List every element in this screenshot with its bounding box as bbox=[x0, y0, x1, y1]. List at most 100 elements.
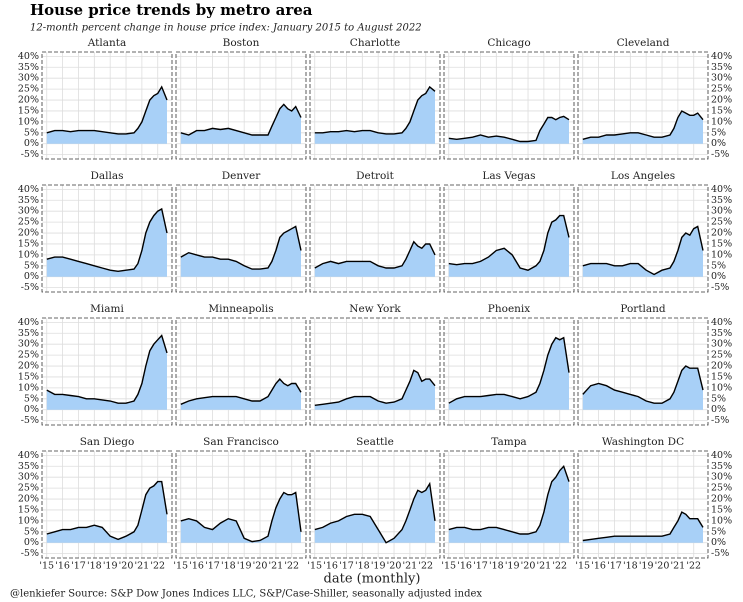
area bbox=[180, 379, 301, 410]
panel-border bbox=[443, 317, 575, 426]
y-tick-label: 20% bbox=[711, 361, 732, 372]
y-tick-label: 0% bbox=[711, 537, 726, 548]
x-tick-label: '21 bbox=[403, 561, 418, 572]
chart-subtitle: 12-month percent change in house price i… bbox=[30, 23, 422, 34]
y-tick-label: -5% bbox=[711, 282, 729, 293]
panel-title: Tampa bbox=[491, 436, 526, 448]
area bbox=[314, 86, 435, 144]
x-tick-label: '17 bbox=[473, 561, 488, 572]
y-tick-label: 5% bbox=[711, 127, 726, 138]
panel-border bbox=[577, 450, 709, 559]
x-tick-label: '19 bbox=[505, 561, 520, 572]
x-tick-label: '21 bbox=[135, 561, 150, 572]
x-tick-label: '15 bbox=[173, 561, 188, 572]
panel-title: Portland bbox=[620, 303, 666, 315]
area bbox=[582, 111, 703, 144]
x-tick-label: '20 bbox=[387, 561, 402, 572]
y-tick-label: 0% bbox=[711, 138, 726, 149]
y-tick-label: 15% bbox=[18, 504, 39, 515]
y-tick-label: 20% bbox=[18, 494, 39, 505]
panel-border bbox=[41, 450, 173, 559]
x-tick-label: '17 bbox=[607, 561, 622, 572]
line bbox=[448, 115, 570, 143]
y-tick-label: 15% bbox=[18, 371, 39, 382]
line bbox=[448, 214, 570, 271]
y-tick-label: 10% bbox=[18, 116, 39, 127]
line bbox=[180, 491, 302, 543]
panel-border bbox=[175, 450, 307, 559]
y-tick-label: 15% bbox=[711, 105, 732, 116]
y-tick-label: 5% bbox=[24, 526, 39, 537]
panel-title: Minneapolis bbox=[208, 303, 273, 315]
line bbox=[582, 225, 704, 276]
line bbox=[46, 480, 168, 541]
panel-title: Chicago bbox=[487, 37, 530, 49]
panel-title: Charlotte bbox=[350, 37, 400, 49]
y-tick-label: -5% bbox=[711, 548, 729, 559]
x-tick-label: '21 bbox=[671, 561, 686, 572]
y-tick-label: -5% bbox=[21, 149, 39, 160]
y-tick-label: 40% bbox=[711, 450, 732, 461]
x-tick-label: '19 bbox=[237, 561, 252, 572]
panel-border bbox=[309, 317, 441, 426]
x-tick-label: '16 bbox=[457, 561, 472, 572]
y-tick-label: 40% bbox=[711, 51, 732, 62]
area bbox=[448, 337, 569, 410]
area bbox=[46, 209, 167, 277]
y-tick-label: 40% bbox=[18, 51, 39, 62]
x-tick-label: '17 bbox=[205, 561, 220, 572]
panel-title: Detroit bbox=[356, 170, 395, 182]
x-tick-label: '22 bbox=[552, 561, 567, 572]
x-tick-label: '22 bbox=[150, 561, 165, 572]
x-tick-label: '19 bbox=[103, 561, 118, 572]
y-tick-label: 40% bbox=[711, 317, 732, 328]
y-tick-label: 30% bbox=[18, 73, 39, 84]
y-tick-label: 10% bbox=[18, 382, 39, 393]
x-tick-label: '22 bbox=[418, 561, 433, 572]
x-tick-label: '22 bbox=[686, 561, 701, 572]
y-tick-label: 0% bbox=[711, 271, 726, 282]
x-tick-label: '22 bbox=[284, 561, 299, 572]
panel-border bbox=[41, 51, 173, 160]
panel-border bbox=[577, 51, 709, 160]
x-tick-label: '18 bbox=[489, 561, 504, 572]
y-tick-label: 0% bbox=[24, 271, 39, 282]
y-tick-label: 25% bbox=[18, 217, 39, 228]
panel-title: Las Vegas bbox=[482, 170, 535, 182]
x-tick-label: '21 bbox=[269, 561, 284, 572]
chart-title: House price trends by metro area bbox=[30, 1, 313, 19]
line bbox=[180, 103, 302, 136]
area bbox=[582, 366, 703, 410]
y-tick-label: 40% bbox=[18, 184, 39, 195]
y-tick-label: 20% bbox=[18, 228, 39, 239]
line bbox=[314, 85, 436, 135]
panel-border bbox=[309, 450, 441, 559]
x-tick-label: '15 bbox=[307, 561, 322, 572]
y-tick-label: 25% bbox=[18, 84, 39, 95]
area bbox=[180, 492, 301, 543]
y-tick-label: 5% bbox=[711, 526, 726, 537]
y-tick-label: 10% bbox=[18, 515, 39, 526]
area bbox=[448, 116, 569, 144]
panel-title: Dallas bbox=[90, 170, 123, 182]
y-tick-label: 20% bbox=[18, 361, 39, 372]
panel-border bbox=[577, 184, 709, 293]
y-tick-label: -5% bbox=[21, 415, 39, 426]
y-tick-label: 35% bbox=[18, 62, 39, 73]
area bbox=[314, 370, 435, 410]
y-tick-label: 5% bbox=[711, 260, 726, 271]
y-tick-label: 25% bbox=[711, 350, 732, 361]
panel-title: Miami bbox=[90, 303, 124, 315]
y-tick-label: 25% bbox=[711, 217, 732, 228]
panel-title: Cleveland bbox=[617, 37, 670, 49]
y-tick-label: 10% bbox=[711, 382, 732, 393]
line bbox=[448, 464, 570, 535]
area bbox=[180, 104, 301, 144]
y-tick-label: 35% bbox=[18, 328, 39, 339]
panel-border bbox=[41, 184, 173, 293]
y-tick-label: 5% bbox=[24, 127, 39, 138]
y-tick-label: 20% bbox=[711, 228, 732, 239]
x-tick-label: '18 bbox=[87, 561, 102, 572]
y-tick-label: 35% bbox=[18, 461, 39, 472]
x-tick-label: '16 bbox=[189, 561, 204, 572]
